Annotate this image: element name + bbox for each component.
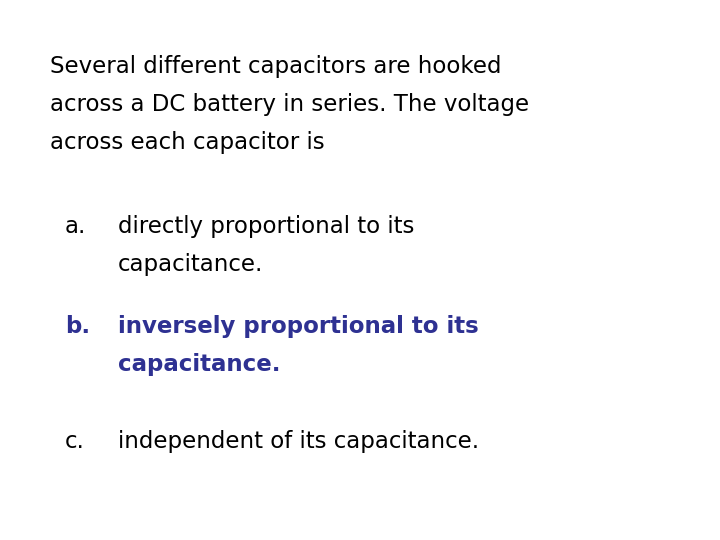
- Text: directly proportional to its: directly proportional to its: [118, 215, 415, 238]
- Text: across each capacitor is: across each capacitor is: [50, 131, 325, 154]
- Text: inversely proportional to its: inversely proportional to its: [118, 315, 479, 338]
- Text: c.: c.: [65, 430, 85, 453]
- Text: capacitance.: capacitance.: [118, 353, 281, 376]
- Text: b.: b.: [65, 315, 90, 338]
- Text: across a DC battery in series. The voltage: across a DC battery in series. The volta…: [50, 93, 529, 116]
- Text: Several different capacitors are hooked: Several different capacitors are hooked: [50, 55, 502, 78]
- Text: independent of its capacitance.: independent of its capacitance.: [118, 430, 479, 453]
- Text: a.: a.: [65, 215, 86, 238]
- Text: capacitance.: capacitance.: [118, 253, 264, 276]
